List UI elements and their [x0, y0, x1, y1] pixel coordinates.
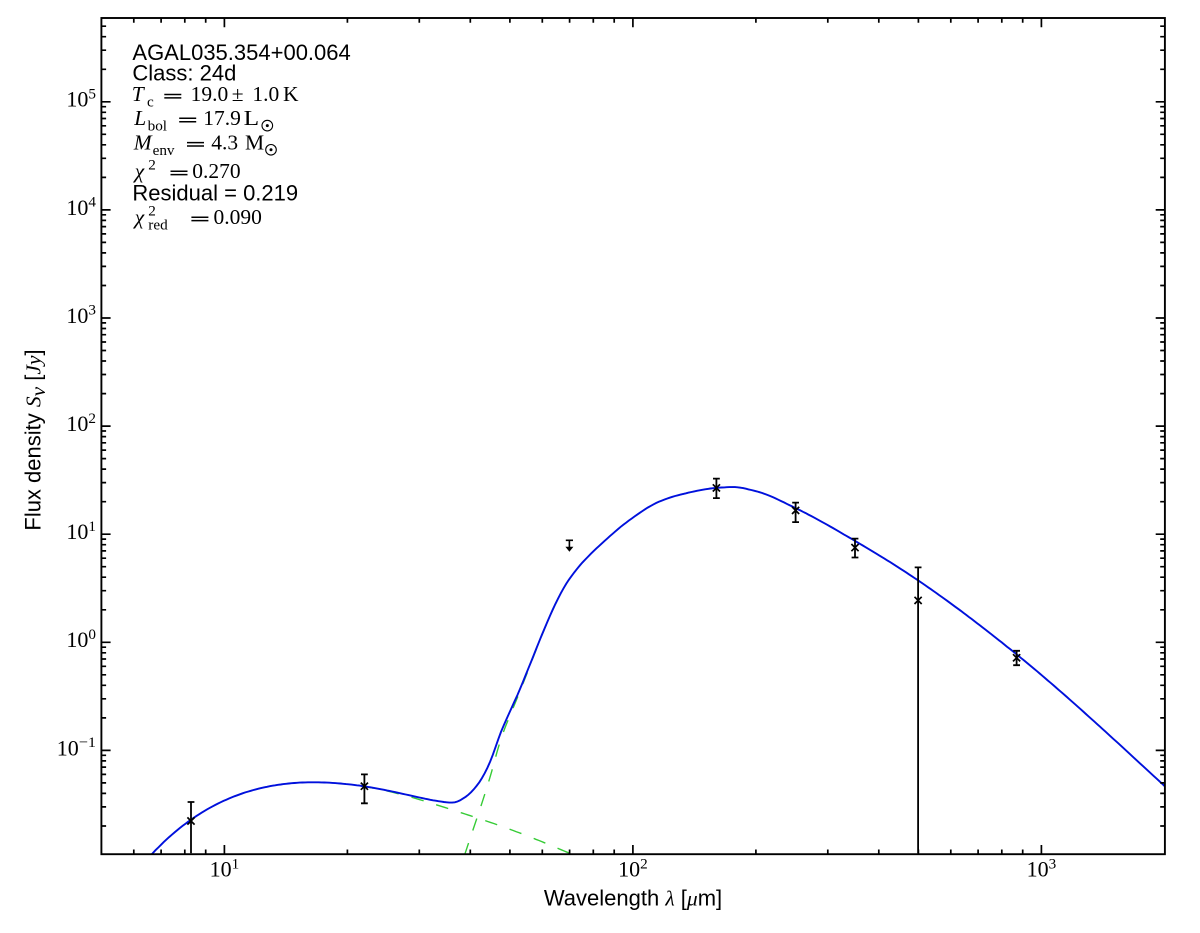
svg-text:105: 105 [66, 86, 96, 112]
svg-text:10−1: 10−1 [57, 734, 96, 760]
svg-text:102: 102 [618, 855, 648, 881]
svg-text:χ20.270: χ 2 0.270 [133, 157, 241, 183]
svg-text:Residual = 0.219: Residual = 0.219 [132, 180, 298, 205]
svg-text:AGAL035.354+00.064: AGAL035.354+00.064 [132, 40, 350, 65]
svg-text:Wavelength λ [μm]: Wavelength λ [μm] [544, 885, 722, 910]
svg-text:Flux density Sν [Jy]: Flux density Sν [Jy] [21, 349, 51, 530]
svg-text:Class: 24d: Class: 24d [132, 61, 236, 86]
